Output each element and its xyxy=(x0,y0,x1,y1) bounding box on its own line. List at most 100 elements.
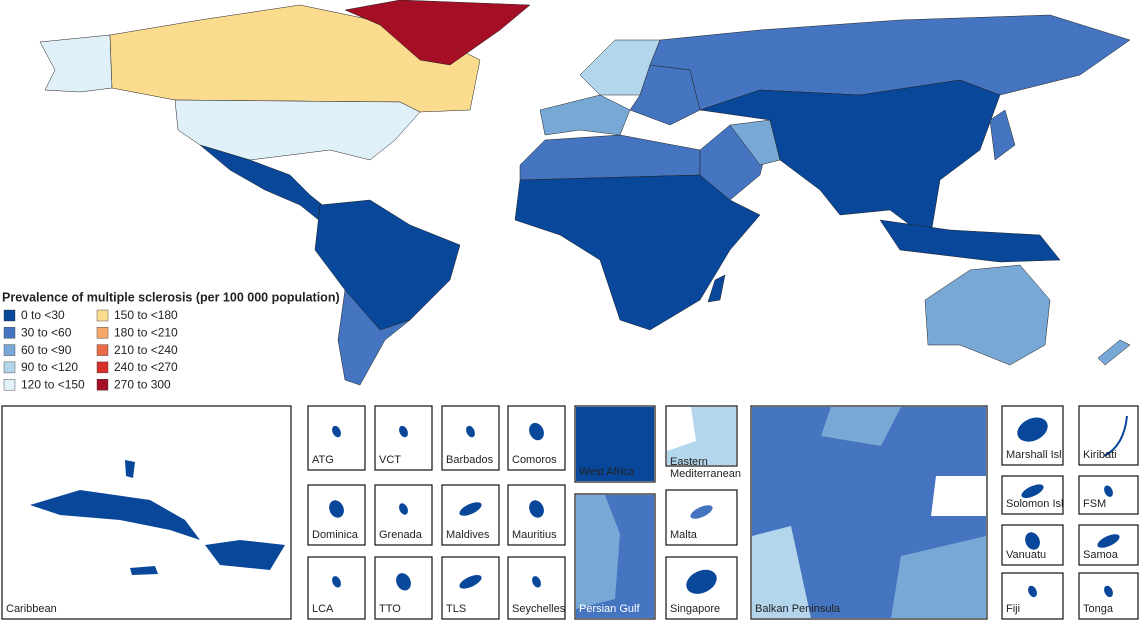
inset-island xyxy=(396,573,411,591)
inset-island xyxy=(125,460,135,478)
inset-frame xyxy=(1078,405,1139,466)
inset-label: Kiribati xyxy=(1083,449,1117,461)
inset: West Africa xyxy=(574,405,656,483)
inset: Maldives xyxy=(441,484,500,546)
inset-sea xyxy=(931,476,986,516)
inset: Persian Gulf xyxy=(574,493,656,620)
legend-swatch xyxy=(3,379,16,391)
inset: TLS xyxy=(441,556,500,620)
inset-island xyxy=(399,503,408,515)
inset: Eastern Mediterranean xyxy=(665,405,741,480)
inset-label: Barbados xyxy=(446,454,494,466)
inset-sea xyxy=(576,495,620,609)
inset-label: Eastern Mediterranean xyxy=(670,456,741,480)
inset-island xyxy=(1028,585,1037,598)
inset: Barbados xyxy=(441,405,500,471)
inset-island xyxy=(329,500,344,518)
inset-label: Samoa xyxy=(1083,549,1119,561)
inset: ATG xyxy=(307,405,366,471)
inset-label: Caribbean xyxy=(6,603,57,615)
inset-sea xyxy=(667,407,696,451)
inset-label: Mauritius xyxy=(512,529,557,541)
inset: Singapore xyxy=(665,556,738,620)
inset-label: Singapore xyxy=(670,603,720,615)
legend-label: 270 to 300 xyxy=(114,377,171,391)
legend-swatch xyxy=(3,344,16,356)
inset-island xyxy=(1097,534,1120,548)
inset-island xyxy=(1025,532,1040,550)
inset-label: Maldives xyxy=(446,529,490,541)
inset-label: West Africa xyxy=(579,466,635,478)
inset: Grenada xyxy=(374,484,433,546)
south-america xyxy=(314,199,461,331)
inset-label: Solomon Isl xyxy=(1006,498,1063,510)
inset-island xyxy=(459,502,482,516)
inset-island xyxy=(1021,484,1044,499)
legend-swatch xyxy=(96,327,109,339)
legend-swatch xyxy=(3,309,16,322)
inset-island xyxy=(399,425,408,438)
inset-label: Seychelles xyxy=(512,603,566,615)
inset-frame xyxy=(441,405,500,471)
inset-label: Balkan Peninsula xyxy=(755,603,841,615)
legend-swatch xyxy=(96,379,109,391)
inset-island xyxy=(1104,585,1113,598)
inset-island xyxy=(686,569,717,594)
inset-label: Dominica xyxy=(312,529,359,541)
inset-frame xyxy=(1078,572,1139,620)
inset: Malta xyxy=(665,489,738,546)
inset-island xyxy=(529,500,544,518)
new-zealand xyxy=(1097,339,1131,366)
inset: Mauritius xyxy=(507,484,566,546)
inset: Samoa xyxy=(1078,524,1139,566)
inset-region xyxy=(821,407,901,446)
inset-region xyxy=(576,407,654,481)
inset-island xyxy=(529,422,544,441)
inset: Fiji xyxy=(1001,572,1064,620)
inset-label: Malta xyxy=(670,529,698,541)
legend-label: 120 to <150 xyxy=(21,377,85,391)
inset: Balkan Peninsula xyxy=(750,405,988,620)
legend-label: 150 to <180 xyxy=(114,308,178,322)
inset-frame xyxy=(441,484,500,546)
inset-island xyxy=(205,540,285,570)
western-europe xyxy=(539,94,631,136)
inset-island xyxy=(1017,417,1048,442)
legend-label: 90 to <120 xyxy=(21,360,78,374)
inset-frame xyxy=(665,489,738,546)
inset: Solomon Isl xyxy=(1001,475,1064,515)
insets: Caribbean ATG VCT Barbados Comoros Dominica Gr… xyxy=(1,405,1139,620)
inset: Vanuatu xyxy=(1001,524,1064,566)
inset-label: FSM xyxy=(1083,498,1106,510)
inset-island xyxy=(690,505,713,519)
inset-island xyxy=(1103,415,1128,457)
inset-island xyxy=(466,425,475,438)
inset: Kiribati xyxy=(1078,405,1139,466)
inset-frame xyxy=(307,556,366,620)
inset-label: Tonga xyxy=(1083,603,1114,615)
inset: Dominica xyxy=(307,484,366,546)
madagascar xyxy=(707,274,726,303)
africa xyxy=(514,174,761,331)
argentina-chile xyxy=(337,289,411,386)
inset-frame xyxy=(307,405,366,471)
inset-frame xyxy=(374,484,433,546)
asia xyxy=(699,79,1001,241)
inset: FSM xyxy=(1078,475,1139,515)
inset-label: VCT xyxy=(379,454,401,466)
inset: Seychelles xyxy=(507,556,566,620)
legend-label: 60 to <90 xyxy=(21,343,72,357)
inset-island xyxy=(332,576,341,588)
inset-frame xyxy=(507,556,566,620)
inset-label: Persian Gulf xyxy=(579,603,640,615)
inset-island xyxy=(1104,485,1113,497)
inset-island xyxy=(130,566,158,575)
inset: Tonga xyxy=(1078,572,1139,620)
legend-label: 180 to <210 xyxy=(114,325,178,339)
inset-label: TLS xyxy=(446,603,466,615)
legend-swatch xyxy=(96,361,109,374)
inset-label: Fiji xyxy=(1006,603,1020,615)
legend-swatch xyxy=(96,344,109,356)
inset-sea xyxy=(752,526,811,618)
